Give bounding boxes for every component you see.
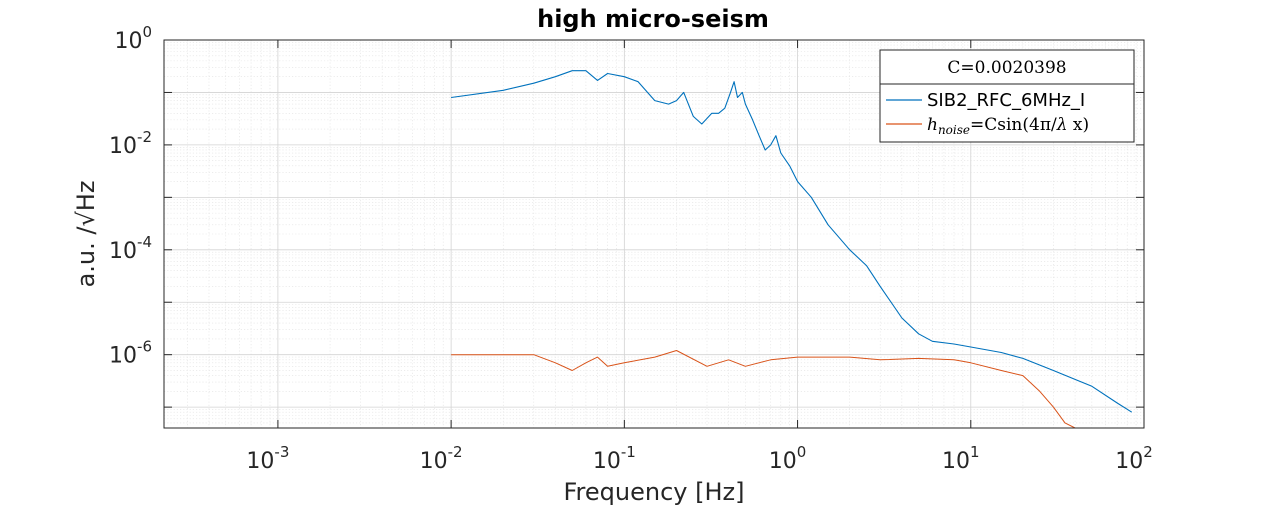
axes-box (163, 39, 1145, 429)
series-line-hnoise (451, 350, 1076, 428)
series-lines (451, 70, 1133, 428)
y-axis-label: a.u. /√Hz (72, 181, 100, 288)
series-line-sib2 (451, 70, 1133, 413)
y-tick-label: 10-6 (109, 338, 152, 369)
x-tick-label: 102 (1115, 443, 1153, 474)
y-tick-label: 100 (114, 23, 152, 54)
legend-header: C=0.0020398 (947, 58, 1066, 78)
y-tick-label: 10-2 (109, 128, 152, 159)
legend-box (879, 49, 1135, 143)
x-tick-label: 10-3 (246, 443, 289, 474)
y-tick-labels: 100 10-2 10-4 10-6 (109, 23, 152, 369)
x-tick-labels: 10-3 10-2 10-1 100 101 102 (246, 443, 1152, 474)
legend-entry-hnoise: hnoise=Csin(4π/λ x) (927, 115, 1089, 137)
tick-marks (164, 39, 1145, 428)
x-axis-label: Frequency [Hz] (564, 478, 745, 506)
x-tick-label: 101 (942, 443, 980, 474)
legend: C=0.0020398 SIB2_RFC_6MHz_I hnoise=Csin(… (879, 49, 1135, 143)
x-tick-label: 10-1 (593, 443, 636, 474)
chart-title: high micro-seism (537, 5, 769, 33)
y-tick-label: 10-4 (109, 233, 152, 264)
x-tick-label: 10-2 (420, 443, 463, 474)
legend-entry-hnoise-text: hnoise=Csin(4π/λ x) (927, 115, 1089, 137)
legend-entry-sib2: SIB2_RFC_6MHz_I (927, 90, 1085, 111)
x-tick-label: 100 (769, 443, 807, 474)
